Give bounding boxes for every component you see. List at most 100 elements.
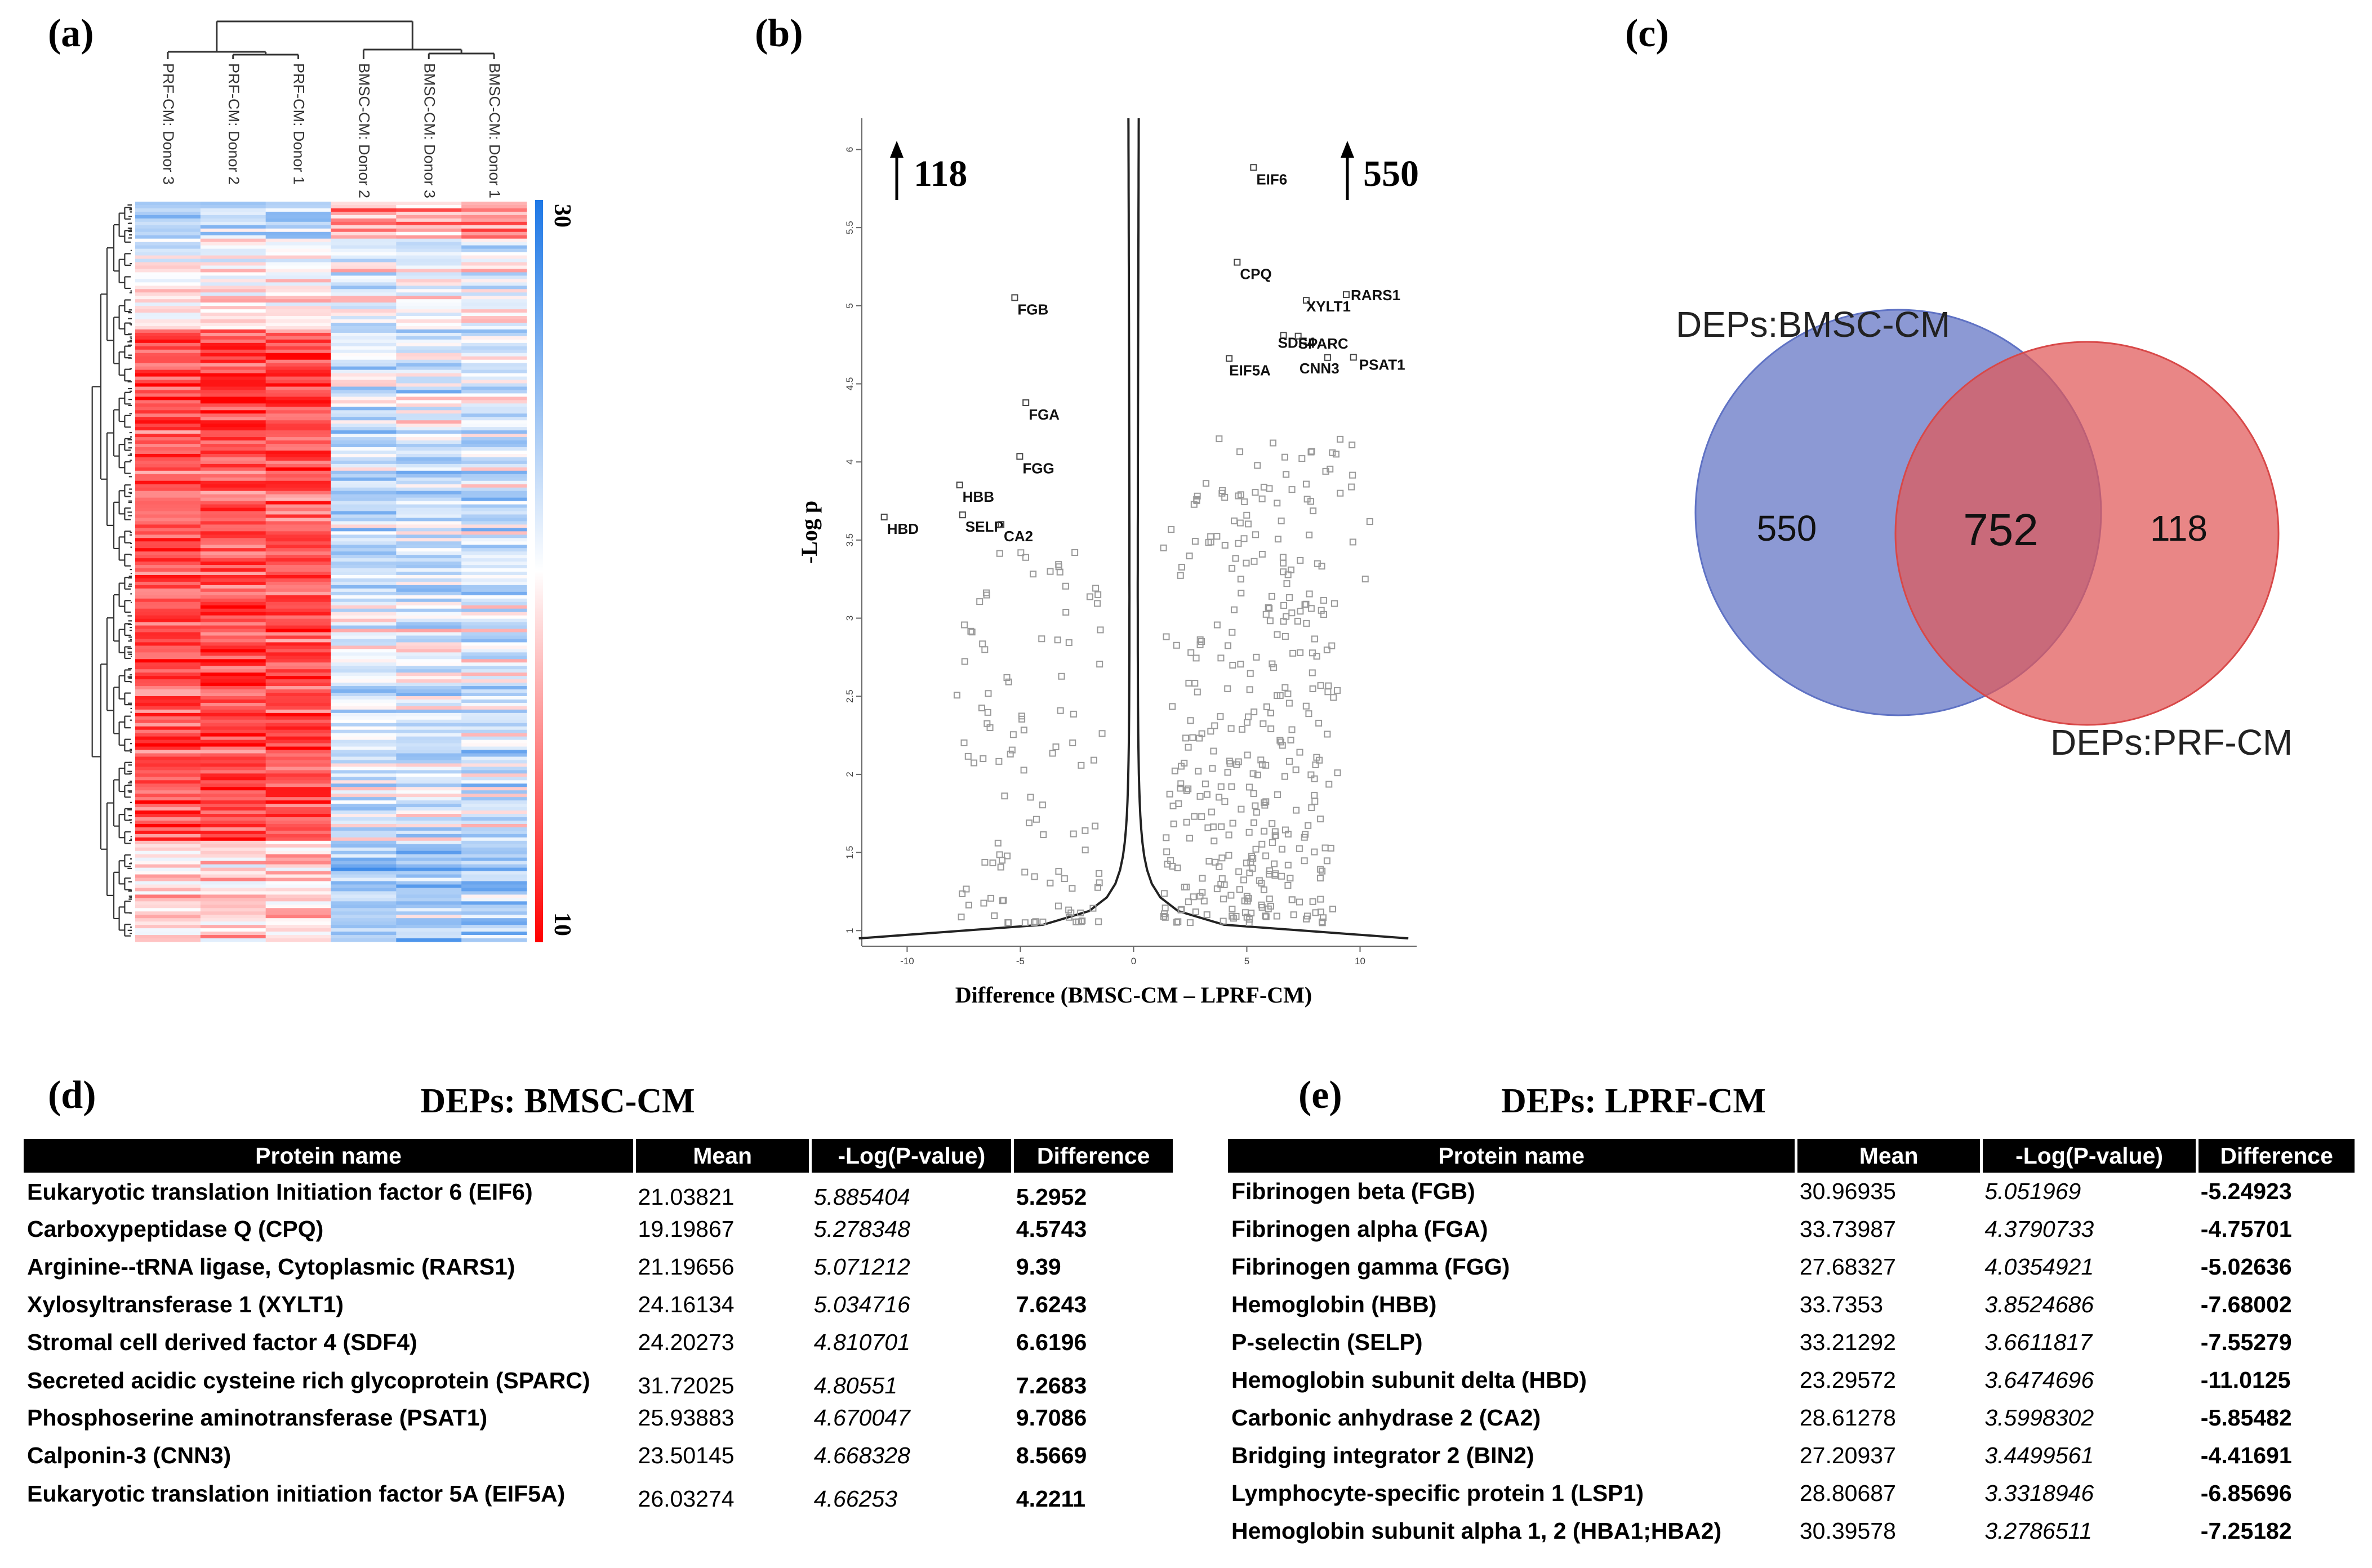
heatmap-cell [396,218,462,222]
heatmap-cell [396,538,462,542]
heatmap-cell [331,255,397,260]
heatmap-cell [135,518,201,522]
volcano-point [1218,875,1226,883]
volcano-point [1252,531,1259,538]
heatmap-cell [200,447,266,451]
volcano-point [1319,867,1326,875]
volcano-point [1312,761,1319,768]
heatmap-cell [135,888,201,892]
heatmap-cell [200,353,266,357]
volcano-points [953,435,1373,926]
volcano-point [1039,918,1047,925]
cell-logp: 3.8524686 [1984,1291,2094,1317]
heatmap-cell [331,541,397,545]
heatmap-cell [200,231,266,236]
labeled-point [1342,291,1350,299]
heatmap-cell [461,417,527,421]
table-row: Fibrinogen beta (FGB) 30.96935 5.051969 -5.… [1228,1173,2355,1210]
heatmap-cell [396,397,462,400]
heatmap-cell [396,652,462,656]
heatmap-cell [461,460,527,465]
heatmap-cell [461,612,527,616]
heatmap-cell [396,884,462,889]
heatmap-cell [200,363,266,367]
cell-logp: 4.0354921 [1984,1254,2094,1280]
cell-difference: 6.6196 [1016,1329,1087,1355]
heatmap-cell [461,511,527,515]
heatmap-cell [461,316,527,320]
volcano-point [1004,852,1011,859]
volcano-point [1062,582,1069,590]
heatmap-cell [265,874,332,879]
heatmap-cell [461,383,527,387]
heatmap-cell [135,743,201,747]
heatmap-cell [461,773,527,777]
heatmap-cell [200,780,266,784]
heatmap-cell [135,282,201,286]
volcano-point [999,897,1006,905]
heatmap-cell [331,844,397,848]
column-header-logp: -Log(P-value) [809,1139,1013,1173]
heatmap-cell [331,225,397,229]
volcano-point [1236,519,1244,527]
volcano-point [1030,919,1038,926]
volcano-point [1334,769,1341,777]
volcano-point [1348,483,1355,491]
volcano-point [1207,533,1214,540]
heatmap-cell [396,574,462,579]
heatmap-cell [135,908,201,912]
heatmap-cell [396,460,462,465]
volcano-point [1055,561,1062,568]
heatmap-cell [461,615,527,620]
heatmap-cell [135,729,201,734]
volcano-point [1021,919,1029,926]
heatmap-cell [265,857,332,862]
column-dendrogram [167,20,495,59]
heatmap-cell [396,420,462,424]
volcano-point [1229,912,1236,920]
heatmap-cell [135,447,201,451]
heatmap-cell [331,272,397,276]
heatmap-cell [461,790,527,794]
volcano-point [1237,661,1244,668]
heatmap-cell [331,518,397,522]
heatmap-cell [461,558,527,562]
heatmap-cell [331,847,397,852]
heatmap-cell [461,797,527,801]
heatmap-cell [200,292,266,296]
heatmap-cell [265,491,332,495]
heatmap-cell [396,861,462,865]
heatmap-cell [396,376,462,381]
cell-logp: 3.6474696 [1984,1367,2094,1393]
heatmap-cell [396,565,462,569]
heatmap-cell [265,272,332,276]
heatmap-cell [461,911,527,915]
heatmap-cell [461,373,527,377]
volcano-point [1187,717,1194,724]
heatmap-cell [461,202,527,206]
volcano-point [1274,500,1281,507]
heatmap-cell [135,773,201,777]
volcano-point [1266,896,1273,903]
cell-protein-name: Hemoglobin (HBB) [1231,1291,1437,1317]
volcano-point [1281,453,1288,461]
heatmap-cell [331,857,397,862]
volcano-point [1260,483,1267,491]
heatmap-cell [265,558,332,562]
heatmap-cell [461,262,527,266]
heatmap-cell [396,410,462,414]
volcano-point [1213,621,1221,629]
heatmap-cell [135,709,201,714]
heatmap-cell [461,369,527,374]
volcano-point [1163,848,1171,856]
heatmap-cell [200,373,266,377]
heatmap-cell [396,541,462,545]
volcano-point [1237,491,1244,498]
heatmap-cell [331,551,397,555]
volcano-point [1192,908,1199,916]
heatmap-cell [461,390,527,394]
heatmap-cell [200,507,266,512]
volcano-point [1098,730,1106,737]
heatmap-cell [396,608,462,613]
heatmap-cell [135,390,201,394]
